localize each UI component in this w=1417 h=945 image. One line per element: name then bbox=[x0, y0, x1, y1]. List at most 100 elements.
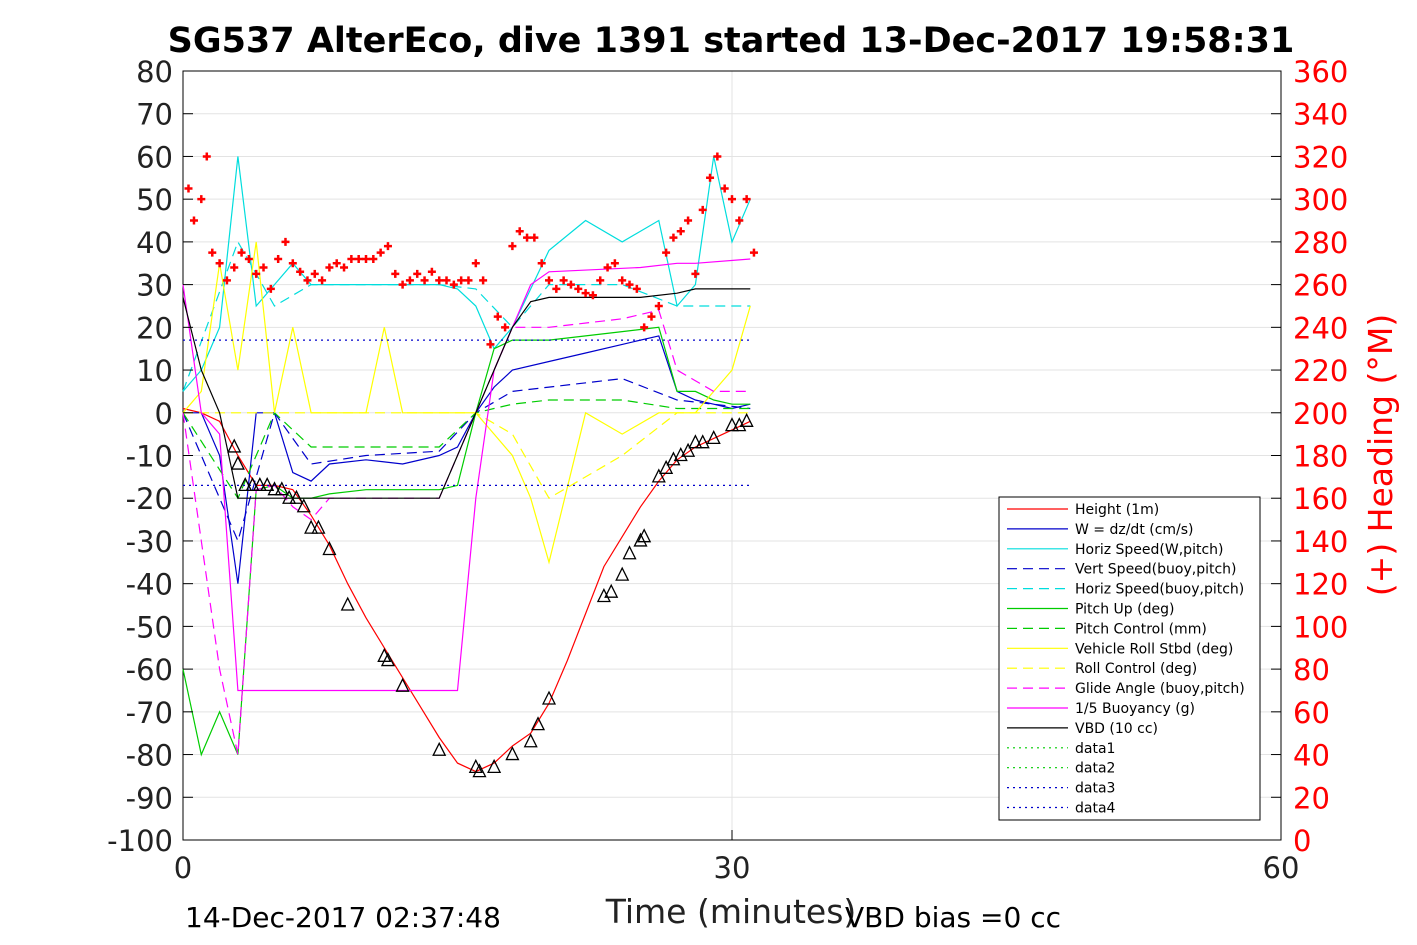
heading-point bbox=[574, 284, 583, 293]
legend-label-1: W = dz/dt (cm/s) bbox=[1075, 522, 1194, 538]
depth-marker bbox=[245, 476, 260, 492]
y2-tick-label: 240 bbox=[1293, 311, 1348, 345]
y2-tick-label: 160 bbox=[1293, 482, 1348, 516]
depth-marker bbox=[739, 412, 754, 427]
y2-tick-label: 140 bbox=[1293, 525, 1348, 559]
left-axis: 80 70 60 50 40 30 20 10 0 -10 -20 -30 -40 -50 -60 -70 -8… bbox=[107, 55, 193, 858]
y2-tick-label: 40 bbox=[1293, 739, 1330, 773]
y2-tick-label: 200 bbox=[1293, 397, 1348, 431]
heading-point bbox=[288, 259, 297, 268]
heading-point bbox=[713, 152, 722, 161]
depth-marker bbox=[541, 690, 557, 705]
y-tick-label: 10 bbox=[136, 354, 173, 388]
heading-point bbox=[618, 276, 627, 285]
depth-marker bbox=[637, 528, 652, 543]
heading-point bbox=[318, 276, 327, 285]
legend-label-8: Roll Control (deg) bbox=[1075, 661, 1197, 677]
heading-point bbox=[720, 184, 729, 193]
heading-point bbox=[244, 254, 253, 263]
y-tick-label: -30 bbox=[126, 525, 173, 559]
y-tick-label: 70 bbox=[136, 98, 173, 132]
depth-marker bbox=[282, 489, 297, 504]
heading-point bbox=[486, 340, 495, 349]
heading-point bbox=[184, 184, 193, 193]
depth-marker bbox=[724, 417, 740, 432]
y2-tick-label: 60 bbox=[1293, 696, 1330, 730]
depth-marker bbox=[622, 545, 637, 560]
marker-layer bbox=[227, 412, 754, 778]
heading-point bbox=[197, 195, 206, 204]
x-tick-label: 0 bbox=[174, 851, 192, 885]
legend-label-13: data2 bbox=[1075, 761, 1115, 777]
y-tick-label: -40 bbox=[126, 568, 173, 602]
heading-point bbox=[259, 263, 268, 272]
heading-point bbox=[274, 254, 283, 263]
depth-marker bbox=[296, 498, 311, 513]
legend-label-3: Vert Speed(buoy,pitch) bbox=[1075, 562, 1237, 578]
depth-marker bbox=[311, 519, 326, 534]
x-tick-label: 30 bbox=[714, 851, 751, 885]
y-tick-label: -50 bbox=[126, 610, 173, 644]
y2-tick-label: 340 bbox=[1293, 98, 1348, 132]
depth-marker bbox=[604, 583, 619, 598]
heading-point bbox=[742, 195, 751, 204]
y-tick-label: -100 bbox=[107, 824, 173, 858]
y2-tick-label: 20 bbox=[1293, 781, 1330, 815]
heading-layer bbox=[184, 152, 758, 349]
depth-marker bbox=[633, 532, 648, 547]
heading-point bbox=[523, 233, 532, 242]
heading-point bbox=[588, 291, 597, 300]
depth-marker bbox=[304, 519, 319, 534]
heading-point bbox=[698, 205, 707, 214]
heading-point bbox=[310, 269, 319, 278]
depth-marker bbox=[238, 476, 253, 492]
heading-point bbox=[603, 263, 612, 272]
heading-point bbox=[266, 284, 275, 293]
y2-tick-label: 220 bbox=[1293, 354, 1348, 388]
depth-marker bbox=[380, 652, 396, 667]
y2-tick-label: 300 bbox=[1293, 183, 1348, 217]
legend: Height (1m) W = dz/dt (cm/s) Horiz Speed(W… bbox=[998, 496, 1261, 821]
depth-marker bbox=[666, 451, 681, 466]
heading-point bbox=[493, 312, 502, 321]
x-axis: 0 30 60 bbox=[174, 830, 1300, 885]
heading-point bbox=[530, 233, 539, 242]
heading-point bbox=[435, 276, 444, 285]
heading-point bbox=[676, 227, 685, 236]
depth-marker bbox=[322, 541, 337, 556]
y-tick-label: 80 bbox=[136, 55, 173, 89]
heading-point bbox=[559, 276, 568, 285]
y2-tick-label: 0 bbox=[1293, 824, 1311, 858]
legend-label-5: Pitch Up (deg) bbox=[1075, 602, 1174, 618]
legend-label-9: Glide Angle (buoy,pitch) bbox=[1075, 681, 1245, 697]
heading-point bbox=[252, 269, 261, 278]
depth-marker bbox=[530, 716, 546, 731]
heading-point bbox=[552, 284, 561, 293]
depth-marker bbox=[706, 429, 721, 445]
heading-point bbox=[222, 276, 231, 285]
depth-marker bbox=[487, 758, 502, 774]
depth-marker bbox=[523, 733, 538, 748]
y2-tick-label: 360 bbox=[1293, 55, 1348, 89]
series-line-4 bbox=[182, 240, 751, 392]
heading-point bbox=[442, 276, 451, 285]
heading-point bbox=[640, 323, 649, 332]
heading-point bbox=[501, 323, 510, 332]
series-line-10 bbox=[182, 258, 751, 692]
heading-point bbox=[398, 280, 407, 289]
legend-label-7: Vehicle Roll Stbd (deg) bbox=[1075, 641, 1233, 657]
x-tick-label: 60 bbox=[1263, 851, 1300, 885]
heading-point bbox=[691, 269, 700, 278]
series-line-3 bbox=[182, 377, 751, 543]
heading-point bbox=[376, 248, 385, 257]
depth-marker bbox=[596, 588, 611, 603]
heading-point bbox=[296, 267, 305, 276]
depth-marker bbox=[659, 459, 674, 474]
footer-date: 14-Dec-2017 02:37:48 bbox=[185, 901, 501, 934]
heading-point bbox=[340, 263, 349, 272]
depth-marker bbox=[289, 489, 304, 504]
depth-marker bbox=[505, 746, 520, 761]
series-line-1 bbox=[183, 335, 751, 584]
heading-point bbox=[405, 276, 414, 285]
legend-label-12: data1 bbox=[1075, 741, 1115, 757]
